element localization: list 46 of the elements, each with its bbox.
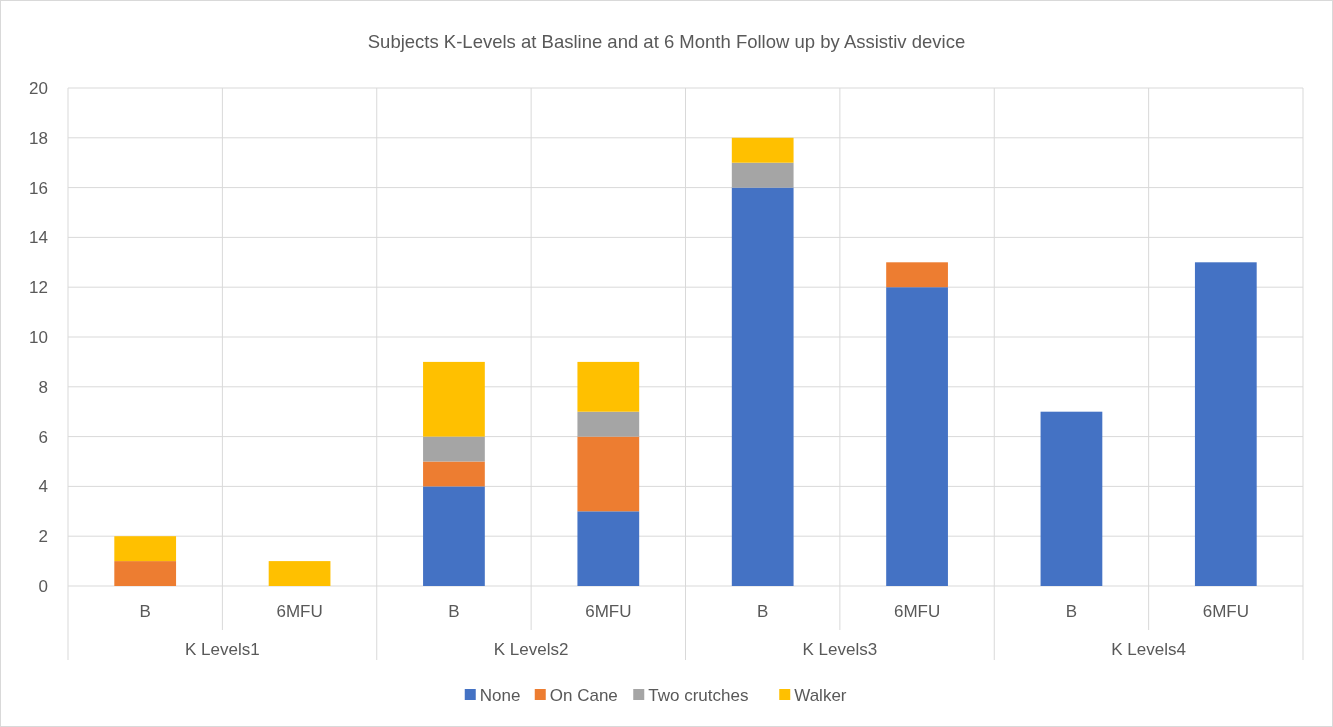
- y-tick-label: 4: [38, 477, 48, 497]
- text: K Levels3: [802, 640, 878, 659]
- y-tick-label: 18: [29, 128, 48, 148]
- y-tick-label: 0: [38, 577, 48, 596]
- bar: [268, 561, 331, 586]
- bar: [114, 561, 177, 586]
- bar: [423, 361, 485, 437]
- bar: [1194, 262, 1257, 586]
- x-tick-label: 6MFU: [893, 602, 941, 621]
- bar: [577, 436, 640, 512]
- x-tick-label: B: [757, 602, 769, 621]
- y-tick-label: 6: [38, 427, 48, 447]
- x-tick-label: B: [139, 602, 151, 621]
- y-tick-label: 10: [29, 328, 48, 347]
- text: K Levels2: [493, 640, 569, 659]
- bar: [423, 486, 485, 586]
- bar: [114, 536, 177, 562]
- text: K Levels4: [1111, 640, 1186, 659]
- bar: [731, 137, 794, 163]
- y-tick-label: 2: [38, 527, 48, 547]
- bar: [886, 287, 948, 586]
- y-tick-label: 12: [29, 278, 48, 298]
- bar: [577, 511, 640, 586]
- text: K Levels1: [185, 640, 260, 659]
- bar: [577, 411, 640, 437]
- legend-label: On Cane: [549, 686, 618, 705]
- y-tick-label: 8: [38, 377, 48, 397]
- bar: [1040, 411, 1103, 586]
- bar: [886, 262, 948, 288]
- legend-label: Two crutches: [648, 686, 749, 705]
- y-tick-label: 20: [29, 79, 48, 98]
- x-tick-label: 6MFU: [1202, 602, 1249, 621]
- y-tick-label: 16: [29, 178, 48, 198]
- bar: [423, 436, 485, 462]
- legend-label: Walker: [794, 686, 847, 705]
- y-tick-label: 14: [29, 228, 48, 248]
- bar: [423, 461, 485, 487]
- x-tick-label: B: [448, 602, 460, 621]
- bar: [731, 162, 794, 188]
- chart-title: Subjects K-Levels at Basline and at 6 Month Follow up by Assistiv device: [367, 31, 966, 52]
- x-tick-label: B: [1065, 602, 1078, 621]
- bar: [731, 187, 794, 586]
- x-tick-label: 6MFU: [276, 602, 323, 621]
- x-tick-label: 6MFU: [585, 602, 632, 621]
- legend-label: None: [479, 686, 521, 705]
- bar: [577, 361, 640, 412]
